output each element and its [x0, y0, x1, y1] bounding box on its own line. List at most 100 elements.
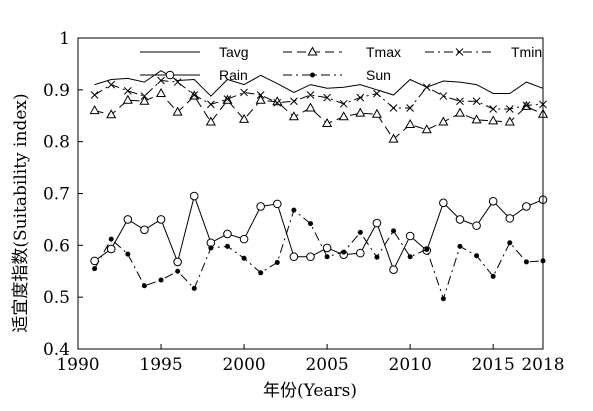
series-tmin-point: [173, 78, 182, 86]
series-tmin-point-stroke-b: [123, 87, 132, 95]
series-rain-point: [522, 202, 531, 211]
series-tmax-point: [355, 107, 366, 117]
series-tmax-point: [421, 124, 432, 134]
x-tick-label: 1995: [139, 355, 182, 375]
series-rain-point: [256, 202, 265, 211]
legend-rain-marker: [165, 70, 175, 80]
series-tmin-point-stroke-b: [489, 105, 498, 113]
series-rain-point: [156, 215, 166, 224]
series-sun-point: [175, 268, 181, 274]
series-rain-point: [405, 231, 415, 241]
legend-rain-label: Rain: [219, 67, 248, 83]
series-tmin-point-stroke-b: [107, 80, 116, 89]
series-rain-point: [272, 199, 282, 209]
series-tmin-point-stroke-b: [373, 89, 381, 98]
series-tmin-point-stroke-b: [406, 104, 414, 112]
series-tmax-point: [488, 115, 499, 125]
series-tmin-point: [207, 100, 215, 109]
series-tmin-point-stroke-b: [356, 93, 365, 102]
series-sun-point: [291, 207, 297, 213]
series-sun-point: [108, 236, 114, 242]
y-axis-title: 适宜度指数(Suitability index): [11, 93, 31, 332]
series-rain-point: [239, 234, 249, 244]
series-tmax-point: [322, 118, 333, 128]
series-tmin-point-stroke-b: [522, 101, 531, 110]
series-tmin-point: [406, 104, 414, 112]
series-rain-point: [140, 225, 149, 235]
series-tmin-point-stroke-b: [140, 92, 149, 100]
series-tmax-point: [454, 107, 466, 117]
series-sun-point: [158, 277, 164, 283]
series-tmin-point-stroke-b: [472, 97, 481, 106]
series-rain-point: [322, 243, 332, 253]
y-tick-label: 0.4: [43, 340, 70, 360]
series-tmax-point: [288, 111, 299, 121]
series-tmin-point-stroke-b: [422, 83, 431, 92]
series-tmin-point: [356, 93, 365, 102]
series-tmin-point: [273, 98, 282, 107]
series-sun-point: [324, 254, 330, 260]
series-sun-point: [274, 259, 280, 265]
series-rain-point: [389, 265, 398, 274]
series-tmin-point: [123, 87, 132, 95]
series-sun-point: [241, 255, 247, 261]
series-tmax-point: [471, 114, 482, 124]
series-tmin-line: [94, 79, 544, 110]
series-sun-point: [440, 296, 446, 302]
series-sun-point: [258, 270, 264, 276]
legend-tmax-marker: [307, 46, 318, 56]
series-tmin-point: [323, 93, 331, 102]
series-tmin-point: [373, 89, 381, 98]
series-tmin-point: [306, 91, 315, 99]
series-tmax-point: [122, 94, 133, 104]
series-tmin-point-stroke-b: [339, 99, 348, 108]
series-rain-point: [472, 221, 481, 230]
legend-sun-marker: [310, 72, 315, 78]
y-tick-label: 0.7: [43, 185, 70, 205]
series-sun-point: [391, 228, 397, 234]
x-tick-label: 2000: [222, 355, 265, 375]
series-tmin-point: [456, 97, 464, 106]
x-tick-label: 2018: [521, 355, 564, 375]
series-tmin-point-stroke-b: [273, 98, 282, 107]
series-sun-point: [224, 243, 230, 249]
series-sun-point: [341, 249, 347, 255]
series-tmax-point: [205, 116, 216, 126]
series-sun-point: [208, 245, 214, 251]
x-tick-label: 2010: [389, 355, 432, 375]
series-tmax-point: [172, 106, 183, 116]
series-tmin-point: [256, 91, 265, 99]
series-sun-point: [308, 221, 313, 227]
series-sun-point: [407, 254, 413, 260]
series-tmin-point: [290, 97, 298, 106]
series-tmax-point: [89, 105, 100, 115]
x-tick-label: 1990: [56, 355, 99, 375]
series-sun-point: [92, 266, 98, 272]
series-sun-point: [424, 246, 430, 252]
x-tick-label: 2005: [305, 355, 348, 375]
series-tmin-point: [240, 88, 248, 97]
y-tick-label: 1: [59, 29, 70, 49]
series-rain-point: [488, 196, 498, 206]
series-sun-point: [474, 253, 480, 259]
plot-area: [89, 70, 549, 302]
series-tmin-point-stroke-b: [173, 78, 182, 86]
series-tmin-point: [157, 76, 165, 85]
series-tmin-point-stroke-b: [306, 91, 315, 99]
series-tmax-point: [139, 95, 150, 105]
series-sun-point: [374, 254, 380, 260]
legend-tmin-marker-stroke-b: [455, 48, 464, 56]
series-tmin-point: [389, 104, 398, 112]
legend-tavg-label: Tavg: [219, 44, 249, 60]
series-rain-point: [189, 191, 199, 201]
series-tmin-point-stroke-b: [456, 97, 464, 106]
series-tmax-point: [405, 119, 416, 129]
series-tmax-point: [255, 94, 266, 104]
series-sun-point: [457, 243, 463, 249]
series-tmax-line: [94, 92, 544, 140]
series-tmin-point-stroke-b: [157, 76, 165, 85]
series-tmin-point: [489, 105, 498, 113]
series-sun-point: [191, 285, 197, 291]
y-tick-label: 0.5: [43, 288, 70, 308]
series-rain-point: [356, 248, 365, 258]
